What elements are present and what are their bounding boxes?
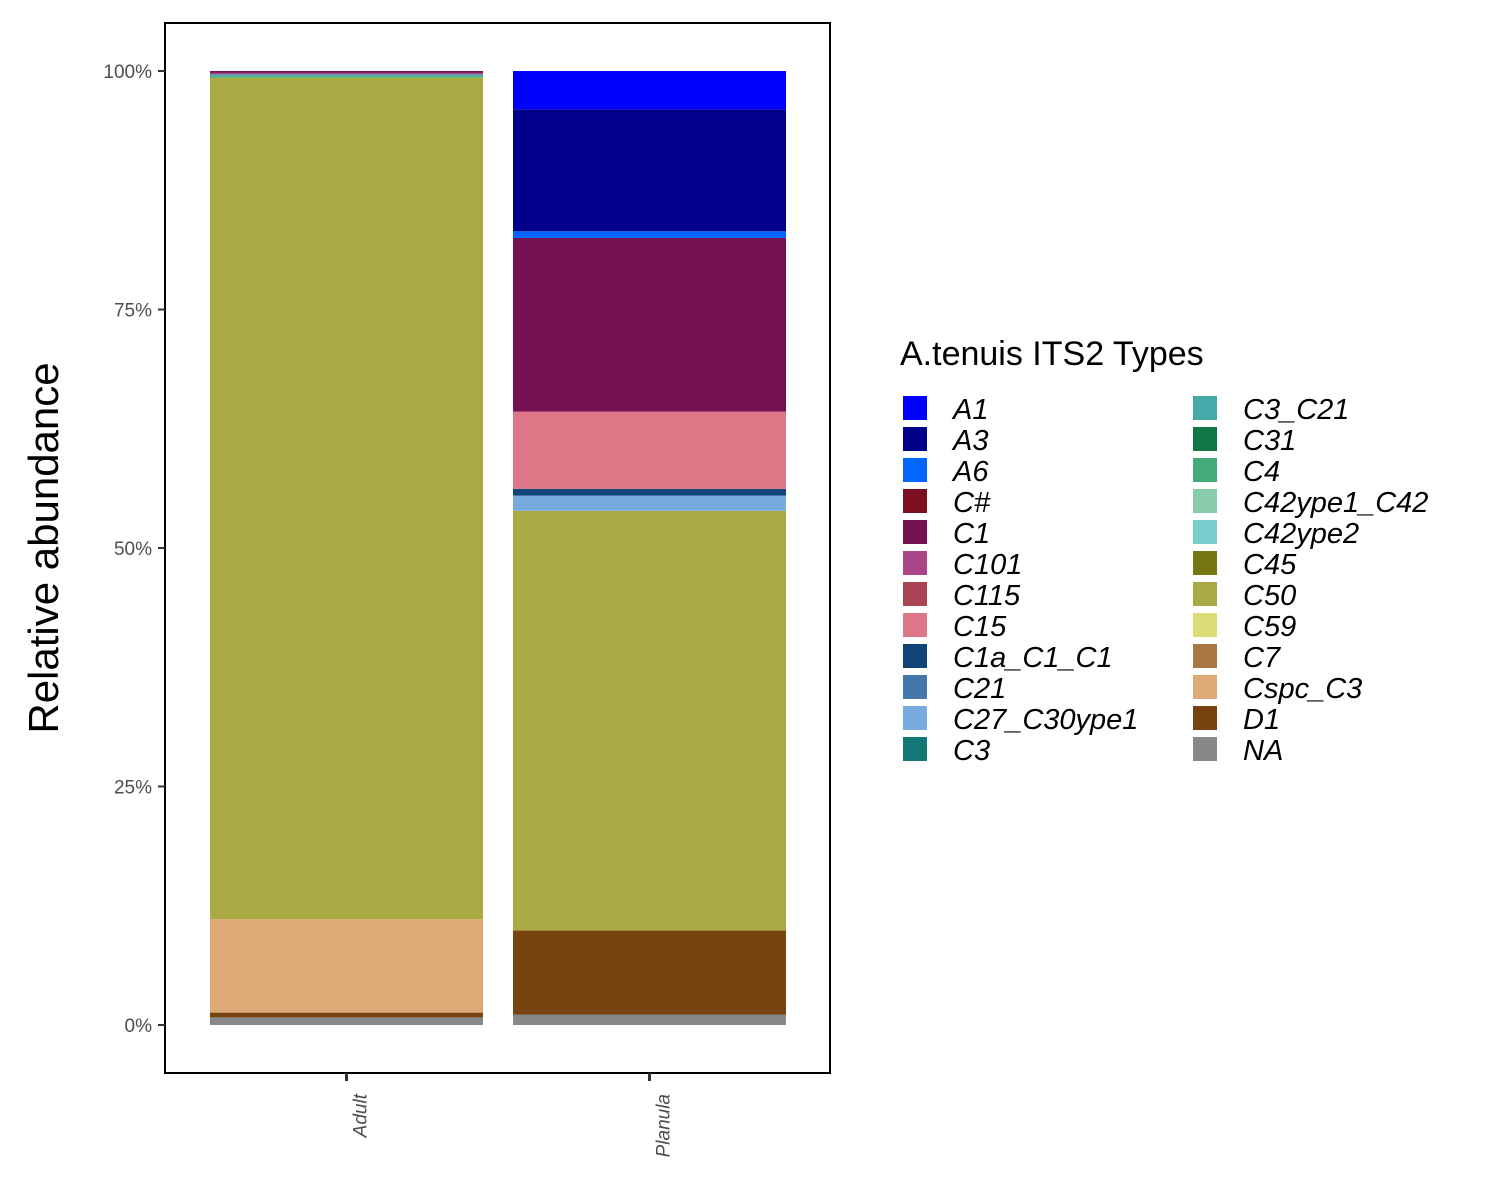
legend-swatch — [903, 551, 927, 575]
legend-swatch — [903, 427, 927, 451]
legend-label: C# — [953, 487, 991, 519]
bar-segment-c1-planula — [513, 237, 786, 412]
legend-swatch — [903, 613, 927, 637]
bar-segment-c1a-c1-c1-planula — [513, 488, 786, 496]
legend-label: C42ype1_C42 — [1243, 487, 1428, 519]
y-axis: 0% 25% 50% 75% 100% — [103, 62, 165, 1037]
legend-label: D1 — [1243, 704, 1280, 736]
bar-segment-na-adult — [210, 1017, 483, 1025]
bar-segment-c50-adult — [210, 77, 483, 920]
bar-segment-c27-c30ype1-planula — [513, 495, 786, 511]
bar-segment-c1-adult — [210, 71, 483, 73]
legend-label: C21 — [953, 673, 1006, 705]
legend-label: Cspc_C3 — [1243, 673, 1362, 705]
legend-label: C3 — [953, 735, 990, 767]
legend-label: C45 — [1243, 549, 1297, 581]
bars-layer — [210, 71, 786, 1025]
legend-swatch — [903, 458, 927, 482]
legend-label: C27_C30ype1 — [953, 704, 1138, 736]
y-tick-label: 0% — [125, 1016, 153, 1037]
legend-label: NA — [1243, 735, 1283, 767]
legend-swatch — [903, 396, 927, 420]
legend-swatch — [1193, 675, 1217, 699]
legend-swatch — [903, 489, 927, 513]
bar-segment-d1-planula — [513, 930, 786, 1015]
legend-label: C7 — [1243, 642, 1282, 674]
bar-segment-c15-planula — [513, 411, 786, 489]
legend: A1A3A6C#C1C101C115C15C1a_C1_C1C21C27_C30… — [903, 394, 1428, 767]
legend-label: C115 — [953, 580, 1021, 612]
legend-label: C3_C21 — [1243, 394, 1349, 426]
legend-swatch — [903, 644, 927, 668]
legend-label: C1a_C1_C1 — [953, 642, 1113, 674]
bar-segment-a6-planula — [513, 231, 786, 238]
legend-swatch — [1193, 706, 1217, 730]
legend-swatch — [1193, 396, 1217, 420]
legend-label: C101 — [953, 549, 1022, 581]
legend-swatch — [1193, 520, 1217, 544]
bar-segment-d1-adult — [210, 1012, 483, 1018]
x-category-label-adult: Adult — [351, 1093, 372, 1138]
legend-label: C50 — [1243, 580, 1296, 612]
legend-swatch — [1193, 582, 1217, 606]
legend-label: A6 — [951, 456, 989, 488]
legend-label: C31 — [1243, 425, 1296, 457]
legend-swatch — [903, 737, 927, 761]
legend-swatch — [903, 706, 927, 730]
bar-segment-na-planula — [513, 1014, 786, 1025]
legend-swatch — [1193, 644, 1217, 668]
legend-swatch — [903, 582, 927, 606]
y-axis-title: Relative abundance — [20, 362, 67, 733]
y-tick-label: 100% — [103, 62, 152, 83]
legend-label: C1 — [953, 518, 990, 550]
x-category-label-planula: Planula — [654, 1094, 675, 1157]
legend-swatch — [1193, 489, 1217, 513]
legend-label: A1 — [951, 394, 988, 426]
y-tick-label: 75% — [114, 301, 152, 322]
legend-swatch — [1193, 458, 1217, 482]
legend-swatch — [1193, 737, 1217, 761]
legend-label: C42ype2 — [1243, 518, 1359, 550]
y-tick-label: 50% — [114, 539, 152, 560]
legend-label: A3 — [951, 425, 988, 457]
bar-segment-c4-adult — [210, 76, 483, 78]
legend-swatch — [1193, 613, 1217, 637]
legend-label: C15 — [953, 611, 1007, 643]
bar-segment-c101-adult — [210, 72, 483, 75]
x-axis: Adult Planula — [345, 1073, 675, 1157]
legend-label: C4 — [1243, 456, 1280, 488]
legend-swatch — [903, 520, 927, 544]
legend-swatch — [1193, 427, 1217, 451]
y-tick-label: 25% — [114, 778, 152, 799]
bar-segment-cspc-c3-adult — [210, 919, 483, 1013]
bar-segment-a1-planula — [513, 71, 786, 110]
legend-swatch — [903, 675, 927, 699]
bar-segment-c50-planula — [513, 510, 786, 931]
bar-segment-a3-planula — [513, 109, 786, 232]
legend-label: C59 — [1243, 611, 1296, 643]
bar-segment-c3-c21-adult — [210, 74, 483, 77]
legend-title: A.tenuis ITS2 Types — [900, 335, 1204, 373]
legend-swatch — [1193, 551, 1217, 575]
